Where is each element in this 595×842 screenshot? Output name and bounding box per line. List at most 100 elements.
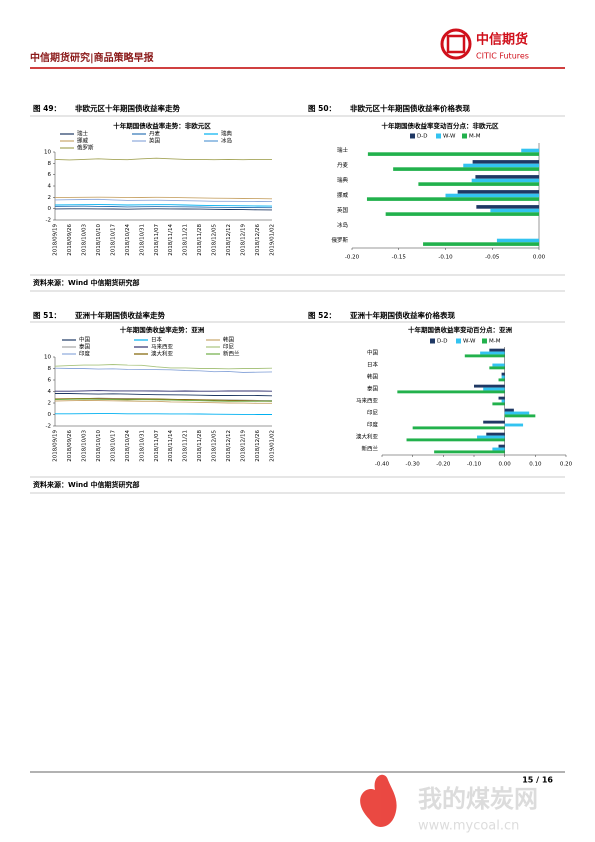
legend-label: 印尼 (223, 344, 235, 351)
x-tick-label: 2018/10/10 (96, 224, 102, 256)
x-tick-label: 2018/09/26 (67, 430, 73, 462)
logo-en: CITIC Futures (476, 52, 529, 61)
x-tick-label: 2018/11/21 (183, 430, 189, 462)
y-tick-label: 6 (48, 378, 52, 384)
y-tick-label: 6 (48, 172, 52, 178)
category-label: 泰国 (367, 385, 379, 393)
source: 资料来源：Wind 中信期货研究部 (33, 480, 140, 489)
y-tick-label: 2 (48, 195, 52, 201)
legend-swatch (436, 133, 441, 139)
x-tick-label: 2018/12/26 (255, 430, 261, 462)
legend-label: W-W (443, 134, 456, 140)
series-line (54, 196, 273, 200)
x-tick-label: 2018/11/28 (197, 224, 203, 256)
legend-label: 瑞典 (221, 130, 233, 138)
bar (471, 178, 539, 183)
x-tick-label: 2018/10/24 (125, 430, 131, 462)
legend-label: 澳大利亚 (151, 350, 174, 358)
legend-label: 印度 (79, 350, 91, 358)
y-tick-label: 0 (48, 206, 52, 212)
series-line (54, 399, 272, 404)
category-label: 印尼 (367, 410, 379, 417)
series-line (54, 208, 273, 211)
legend-swatch (430, 338, 435, 344)
category-label: 新西兰 (361, 445, 378, 453)
logo-cn: 中信期货 (476, 32, 528, 48)
bar (496, 238, 539, 243)
category-label: 瑞士 (337, 146, 349, 154)
bar (498, 444, 505, 448)
x-tick-label: 2018/10/31 (139, 224, 145, 256)
x-tick-label: 0.00 (533, 255, 546, 261)
bar (423, 242, 539, 246)
bar (504, 423, 524, 427)
bar (393, 167, 539, 171)
bar (464, 354, 505, 358)
series-line (54, 364, 273, 370)
bar (406, 438, 505, 442)
bar (483, 420, 505, 424)
legend-swatch (456, 338, 461, 344)
bar (472, 160, 539, 164)
y-tick-label: 10 (44, 150, 51, 156)
chart-title: 十年期国债收益率变动百分点：非欧元区 (382, 121, 500, 130)
figure-caption: 亚洲十年期国债收益率价格表现 (350, 310, 455, 320)
watermark-cn: 我的煤炭网 (418, 785, 538, 813)
logo: 中信期货 CITIC Futures (440, 28, 529, 61)
series-line (54, 397, 273, 402)
bar (476, 205, 539, 209)
bar (501, 375, 505, 379)
legend-label: 马来西亚 (151, 343, 174, 351)
figure-label: 图 52： (308, 311, 336, 320)
legend-label: M-M (489, 339, 501, 345)
x-tick-label: 2018/11/07 (154, 224, 160, 256)
category-label: 印度 (367, 421, 379, 429)
series-line (55, 390, 273, 392)
figure-label: 图 50： (308, 104, 336, 113)
figure-caption: 非欧元区十年期国债收益率价格表现 (350, 103, 470, 113)
figure-caption: 亚洲十年期国债收益率走势 (75, 310, 165, 320)
bar (367, 152, 539, 156)
y-tick-label: -2 (46, 218, 51, 224)
legend-label: D-D (437, 339, 447, 345)
category-label: 俄罗斯 (331, 236, 348, 244)
legend-label: 韩国 (223, 336, 235, 344)
bar (445, 193, 539, 198)
x-tick-label: 2018/09/19 (53, 430, 59, 462)
bar (504, 414, 536, 418)
x-tick-label: 2018/09/26 (67, 224, 73, 256)
watermark-url: www.mycoal.cn (418, 819, 519, 834)
logo-ring (440, 28, 472, 60)
page-number: 15 / 16 (522, 776, 553, 785)
x-tick-label: 2019/01/02 (270, 430, 276, 462)
bar (490, 208, 539, 213)
x-tick-label: 2018/11/21 (183, 224, 189, 256)
legend-label: 挪威 (77, 137, 89, 145)
x-tick-label: -0.20 (436, 462, 451, 468)
chart-title: 十年期国债收益率走势：亚洲 (120, 325, 205, 334)
x-tick-label: 2018/10/03 (81, 430, 87, 462)
bar (457, 190, 539, 194)
x-tick-label: 2018/12/05 (212, 430, 218, 462)
chart-title: 十年期国债收益率变动百分点：亚洲 (408, 325, 513, 334)
x-tick-label: 2018/12/05 (212, 224, 218, 256)
legend-label: 日本 (151, 336, 163, 344)
y-tick-label: 8 (48, 366, 52, 372)
bar (489, 366, 505, 370)
legend-label: 泰国 (79, 343, 91, 351)
logo-square (446, 34, 466, 54)
bar (486, 432, 505, 436)
category-label: 韩国 (367, 373, 379, 381)
x-tick-label: 2018/10/03 (81, 224, 87, 256)
x-tick-label: 2018/10/24 (125, 224, 131, 256)
series-line (54, 204, 273, 207)
y-tick-label: 4 (48, 184, 52, 190)
x-tick-label: 2018/12/12 (226, 430, 232, 462)
x-tick-label: 2018/12/19 (241, 224, 247, 256)
header-title: 中信期货研究|商品策略早报 (30, 51, 154, 64)
source: 资料来源：Wind 中信期货研究部 (33, 278, 140, 287)
bar (477, 435, 505, 439)
bar (498, 378, 505, 382)
legend-label: W-W (463, 339, 476, 345)
category-label: 日本 (367, 361, 379, 369)
